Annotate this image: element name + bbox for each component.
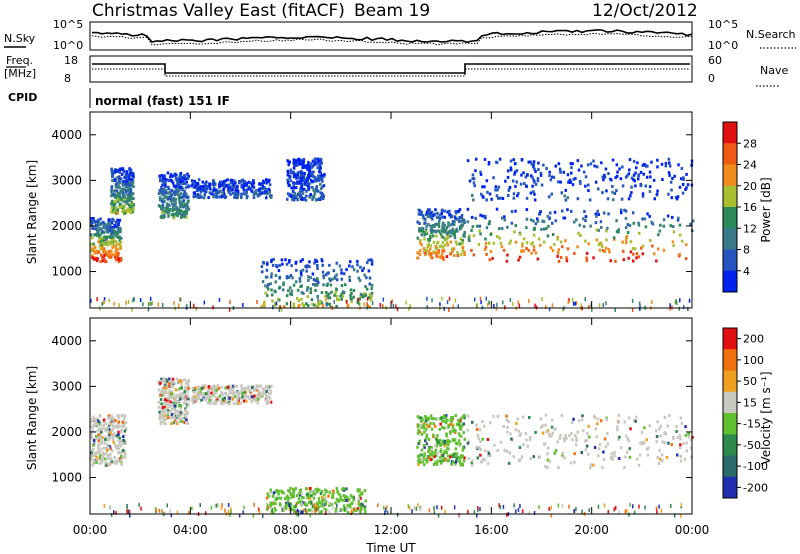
nsky-tick-top: 10^5 (53, 18, 83, 31)
velocity-ytick-label: 2000 (51, 425, 82, 439)
power-colorbar-label: Power [dB] (759, 177, 773, 242)
station-title: Christmas Valley East (fitACF) (92, 1, 345, 21)
beam-label: Beam 19 (354, 1, 430, 21)
velocity-colorbar-tick: 100 (743, 354, 764, 367)
velocity-colorbar: 200 100 50 15 -15 -50 -100 -200 (722, 327, 768, 499)
velocity-colorbar-swatch (723, 370, 737, 393)
nsearch-tick-top: 10^5 (708, 18, 738, 31)
power-echo-region (286, 157, 326, 202)
power-colorbar-tick: 20 (743, 180, 757, 193)
power-panel: 1000 2000 3000 4000 Slant Range [km] 4 8 12 16… (25, 111, 773, 312)
power-colorbar-tick: 12 (743, 222, 757, 235)
velocity-colorbar-tick: -100 (743, 460, 768, 473)
nave-label: Nave (760, 64, 788, 77)
velocity-panel: 1000 2000 3000 4000 Slant Range [km] 200 100… (25, 317, 773, 518)
freq-label: Freq. (6, 54, 33, 67)
velocity-colorbar-tick: 50 (743, 375, 757, 388)
date-label: 12/Oct/2012 (592, 1, 698, 21)
nsearch-trace (91, 32, 693, 46)
nsky-label: N.Sky (4, 32, 36, 45)
velocity-ytick-label: 3000 (51, 379, 82, 393)
power-colorbar: 4 8 12 16 20 24 28 (722, 121, 757, 293)
velocity-colorbar-tick: 200 (743, 333, 764, 346)
time-tick-label: 00:00 (73, 523, 108, 537)
velocity-echo-region (157, 377, 191, 426)
time-tick-label: 00:00 (675, 523, 710, 537)
freq-panel: Freq. [MHz] 18 8 60 0 Nave (4, 54, 788, 87)
velocity-colorbar-tick: -200 (743, 481, 768, 494)
time-tick-label: 16:00 (474, 523, 509, 537)
velocity-ytick-label: 1000 (51, 471, 82, 485)
power-echo-region (90, 217, 123, 264)
power-colorbar-swatch (723, 164, 737, 187)
freq-tick-top: 18 (64, 54, 78, 67)
power-colorbar-swatch (723, 270, 737, 293)
velocity-colorbar-swatch (723, 328, 737, 350)
power-colorbar-tick: 8 (743, 244, 750, 257)
velocity-colorbar-swatch (723, 391, 737, 414)
power-ytick-label: 3000 (51, 173, 82, 187)
velocity-colorbar-label: Velocity [m s⁻¹] (759, 371, 773, 464)
velocity-colorbar-swatch (723, 455, 737, 478)
cpid-value: normal (fast) 151 IF (95, 94, 230, 108)
power-data (90, 157, 695, 312)
velocity-echo-region (416, 413, 466, 467)
time-tick-label: 08:00 (273, 523, 308, 537)
power-echo-region (466, 157, 694, 202)
cpid-label: CPID (8, 91, 37, 104)
velocity-echo-region (265, 486, 367, 515)
power-echo-region (110, 167, 135, 216)
velocity-ytick-label: 4000 (51, 334, 82, 348)
power-colorbar-swatch (723, 143, 737, 165)
power-colorbar-tick: 16 (743, 201, 757, 214)
velocity-colorbar-swatch (723, 413, 737, 435)
time-axis-label: Time UT (365, 541, 416, 554)
velocity-colorbar-tick: 15 (743, 396, 757, 409)
noise-panel: N.Sky 10^5 10^0 10^5 10^0 N.Search (4, 18, 796, 52)
freq-unit: [MHz] (4, 67, 36, 80)
power-colorbar-swatch (723, 228, 737, 250)
power-colorbar-tick: 28 (743, 137, 757, 150)
power-colorbar-swatch (723, 207, 737, 229)
freq-tick-bottom: 8 (64, 72, 71, 85)
power-echo-region (190, 178, 273, 200)
power-colorbar-swatch (723, 249, 737, 272)
velocity-colorbar-swatch (723, 349, 737, 371)
nave-tick-top: 60 (708, 54, 722, 67)
nave-tick-bottom: 0 (708, 72, 715, 85)
power-colorbar-tick: 24 (743, 159, 757, 172)
power-ytick-label: 1000 (51, 265, 82, 279)
power-echo-region (157, 171, 191, 220)
nave-trace (92, 68, 690, 77)
power-colorbar-tick: 4 (743, 265, 750, 278)
velocity-echo-region (90, 413, 128, 467)
power-ytick-label: 2000 (51, 219, 82, 233)
nsearch-tick-bottom: 10^0 (708, 39, 738, 52)
freq-trace (92, 63, 690, 74)
nsky-trace (91, 29, 693, 44)
time-tick-label: 04:00 (173, 523, 208, 537)
power-echo-region (416, 208, 466, 261)
power-echo-region (466, 207, 695, 263)
velocity-data (90, 377, 694, 518)
velocity-ylabel: Slant Range [km] (25, 366, 39, 470)
power-colorbar-swatch (723, 185, 737, 208)
nsky-tick-bottom: 10^0 (53, 39, 83, 52)
velocity-colorbar-tick: -15 (743, 418, 761, 431)
velocity-colorbar-swatch (723, 434, 737, 456)
time-tick-label: 12:00 (374, 523, 409, 537)
power-ylabel: Slant Range [km] (25, 160, 39, 264)
time-tick-label: 20:00 (574, 523, 609, 537)
power-ytick-label: 4000 (51, 128, 82, 142)
nsearch-label: N.Search (746, 28, 796, 41)
velocity-colorbar-swatch (723, 476, 737, 499)
velocity-echo-region (466, 413, 694, 470)
time-axis: 00:00 04:00 08:00 12:00 16:00 20:00 00:00 (73, 112, 710, 537)
velocity-echo-region (190, 384, 273, 406)
velocity-colorbar-tick: -50 (743, 439, 761, 452)
power-colorbar-swatch (723, 122, 737, 144)
